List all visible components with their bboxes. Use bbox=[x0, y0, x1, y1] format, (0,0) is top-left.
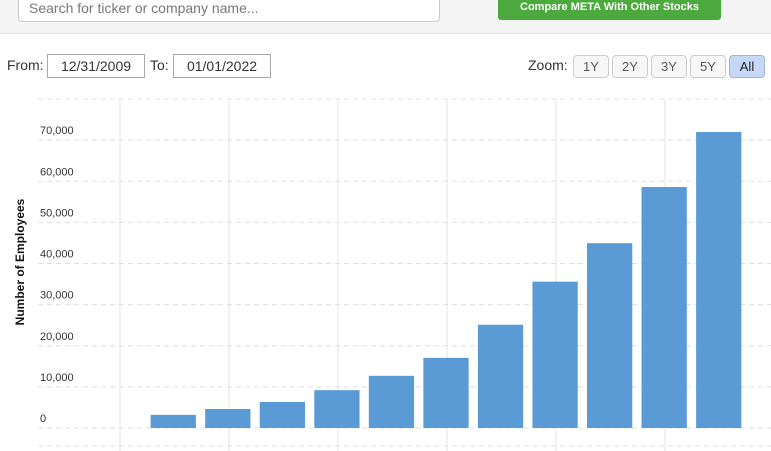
y-tick-label: 0 bbox=[40, 413, 46, 425]
y-tick-label: 60,000 bbox=[40, 166, 74, 178]
bar bbox=[205, 409, 251, 428]
bar bbox=[477, 324, 524, 428]
y-tick-label: 20,000 bbox=[40, 331, 74, 343]
zoom-button[interactable]: 1Y bbox=[573, 55, 609, 78]
from-label: From: bbox=[7, 57, 44, 73]
zoom-button[interactable]: 2Y bbox=[612, 55, 648, 78]
zoom-button[interactable]: 3Y bbox=[651, 55, 687, 78]
bar bbox=[587, 243, 633, 428]
y-tick-label: 30,000 bbox=[40, 290, 74, 302]
compare-button[interactable]: Compare META With Other Stocks bbox=[498, 0, 721, 20]
y-tick-label: 50,000 bbox=[40, 207, 74, 219]
to-input[interactable]: 01/01/2022 bbox=[173, 54, 271, 78]
bar bbox=[423, 357, 469, 428]
y-axis-title: Number of Employees bbox=[13, 198, 27, 325]
bar bbox=[314, 390, 360, 428]
to-label: To: bbox=[150, 57, 169, 73]
bar bbox=[150, 414, 196, 428]
toolbar: Search for ticker or company name... Com… bbox=[0, 0, 771, 34]
y-tick-label: 40,000 bbox=[40, 249, 74, 261]
zoom-label: Zoom: bbox=[528, 57, 568, 73]
bar bbox=[532, 281, 578, 428]
bar bbox=[368, 375, 415, 428]
y-tick-label: 10,000 bbox=[40, 372, 74, 384]
bar bbox=[696, 132, 742, 428]
search-input[interactable]: Search for ticker or company name... bbox=[18, 0, 440, 22]
zoom-button[interactable]: 5Y bbox=[690, 55, 726, 78]
y-tick-label: 70,000 bbox=[40, 125, 74, 137]
bar bbox=[259, 401, 305, 428]
zoom-button[interactable]: All bbox=[729, 55, 765, 78]
bar bbox=[641, 186, 687, 428]
from-input[interactable]: 12/31/2009 bbox=[47, 54, 145, 78]
